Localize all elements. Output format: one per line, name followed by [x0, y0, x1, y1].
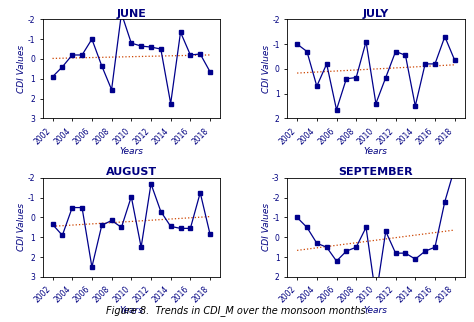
- Title: SEPTEMBER: SEPTEMBER: [338, 167, 413, 177]
- Y-axis label: CDI Values: CDI Values: [262, 203, 271, 251]
- X-axis label: Years: Years: [364, 306, 388, 315]
- Title: JUNE: JUNE: [116, 9, 146, 19]
- Title: JULY: JULY: [363, 9, 389, 19]
- Y-axis label: CDI Values: CDI Values: [17, 45, 26, 93]
- X-axis label: Years: Years: [119, 306, 143, 315]
- Y-axis label: CDI Values: CDI Values: [17, 203, 26, 251]
- X-axis label: Years: Years: [364, 147, 388, 156]
- Title: AUGUST: AUGUST: [106, 167, 157, 177]
- Text: Figure 8.  Trends in CDI_M over the monsoon months.: Figure 8. Trends in CDI_M over the monso…: [106, 305, 368, 316]
- X-axis label: Years: Years: [119, 147, 143, 156]
- Y-axis label: CDI Values: CDI Values: [262, 45, 271, 93]
